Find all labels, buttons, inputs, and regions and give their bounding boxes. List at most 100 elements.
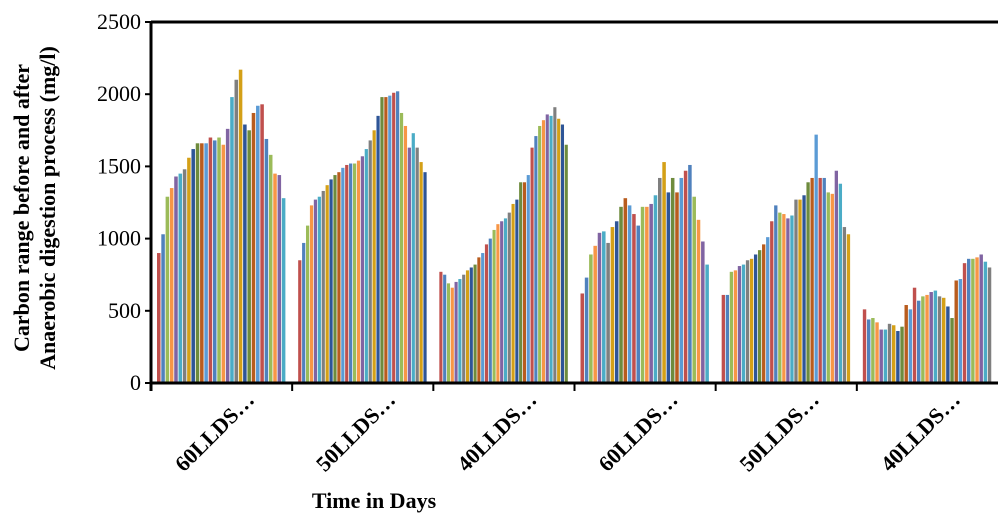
bar	[174, 176, 178, 383]
bar	[749, 258, 754, 383]
bar	[962, 263, 967, 383]
bar	[778, 212, 782, 383]
x-category-label: 40LLDS…	[875, 387, 964, 476]
bar	[892, 325, 896, 383]
bar	[658, 177, 662, 383]
bar	[268, 154, 273, 383]
bar	[333, 175, 337, 383]
bar	[950, 318, 954, 383]
bar	[798, 199, 802, 383]
bar	[688, 164, 692, 383]
bars-layer	[157, 69, 992, 384]
bar	[313, 199, 318, 383]
bar	[305, 225, 310, 383]
bar	[443, 274, 447, 383]
bar	[407, 147, 411, 383]
bar	[178, 173, 183, 383]
bar	[696, 219, 701, 383]
bar	[337, 172, 341, 383]
bar	[818, 177, 822, 383]
bar	[317, 196, 321, 383]
bar	[662, 162, 666, 383]
bar	[619, 206, 623, 383]
bar	[191, 149, 195, 383]
bar	[593, 245, 597, 383]
bar	[814, 134, 818, 383]
bar	[325, 185, 329, 383]
bar	[526, 175, 530, 383]
bar	[790, 215, 794, 383]
bar	[503, 218, 508, 383]
bar	[983, 261, 988, 383]
bar	[597, 232, 602, 383]
bar	[774, 205, 778, 383]
bar	[564, 144, 568, 383]
y-tick-label: 0	[130, 370, 141, 395]
bar	[454, 281, 458, 383]
bar	[762, 244, 766, 383]
bar	[302, 242, 306, 383]
bar	[806, 182, 810, 383]
bar	[277, 175, 282, 383]
bar	[683, 170, 688, 383]
bar	[640, 206, 645, 383]
bar	[225, 128, 230, 383]
bar	[971, 258, 975, 383]
bar	[830, 193, 834, 383]
bar	[917, 300, 921, 383]
bar	[921, 296, 925, 383]
bar	[392, 92, 396, 383]
bar	[281, 198, 286, 383]
bar	[653, 195, 658, 383]
bar	[492, 229, 496, 383]
bar	[721, 294, 725, 383]
bar	[770, 221, 774, 383]
bar	[273, 173, 277, 383]
bar	[549, 115, 553, 384]
bar	[753, 254, 758, 383]
bar	[602, 231, 606, 383]
bar	[251, 112, 256, 383]
bar	[757, 250, 762, 383]
bar	[623, 198, 628, 383]
bar	[636, 225, 640, 383]
y-tick-label: 2000	[97, 81, 141, 106]
bar	[399, 112, 404, 383]
bar	[195, 143, 200, 383]
bar	[904, 305, 908, 383]
bar	[488, 238, 492, 383]
bar	[614, 221, 619, 383]
bar	[670, 177, 675, 383]
bar	[484, 244, 489, 383]
bar	[733, 270, 738, 383]
x-category-label: 60LLDS…	[593, 387, 682, 476]
bar	[883, 329, 888, 383]
bar	[360, 156, 364, 383]
bar	[329, 179, 333, 383]
bar	[515, 199, 519, 383]
bar	[415, 147, 419, 383]
bar	[260, 104, 264, 383]
bar	[967, 258, 971, 383]
bar	[580, 293, 585, 383]
bar	[900, 326, 904, 383]
bar	[384, 97, 388, 383]
bar	[238, 69, 243, 384]
bar	[879, 329, 883, 383]
category-labels-layer: 60LLDS… 50LLDS… 40LLDS… 60LLDS… 50LLDS… 40LLD…	[170, 383, 965, 476]
bar	[589, 254, 593, 383]
bar	[538, 125, 542, 383]
bar	[842, 227, 847, 383]
bar	[560, 124, 565, 384]
bar	[541, 120, 546, 383]
bar	[975, 257, 979, 383]
bar	[462, 274, 466, 383]
bar	[458, 279, 462, 383]
bar	[925, 294, 929, 383]
bar	[632, 214, 636, 383]
bar	[834, 170, 838, 383]
bar	[477, 257, 481, 383]
bar	[958, 279, 963, 383]
bar	[627, 205, 632, 383]
bar	[200, 143, 204, 383]
